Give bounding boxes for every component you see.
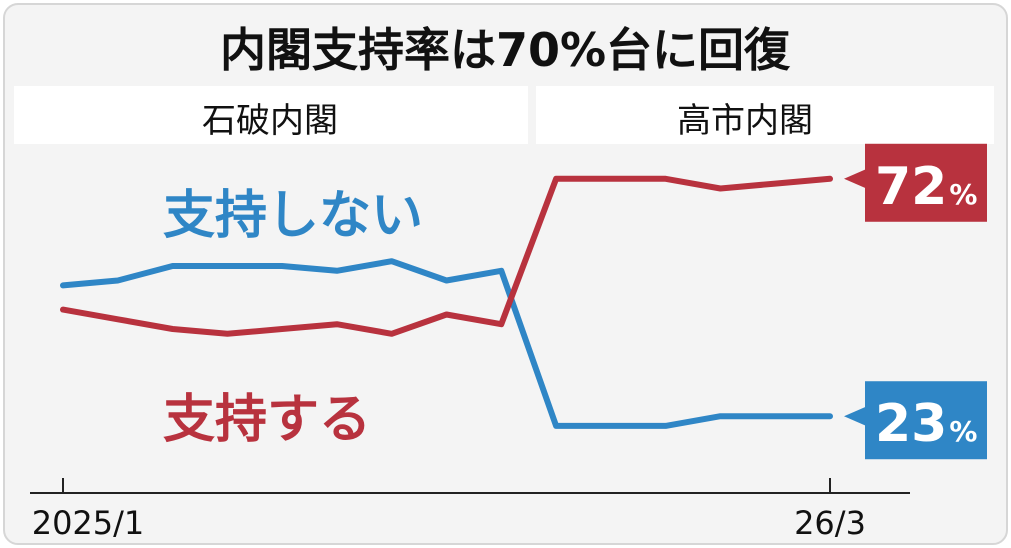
callout-value-oppose: 23%: [875, 394, 977, 454]
period-band-ishiba: [14, 86, 528, 144]
callout-box-oppose: [865, 381, 987, 460]
period-label-ishiba: 石破内閣: [202, 101, 338, 141]
series-line-oppose: [60, 258, 833, 429]
series-layer: [60, 175, 833, 429]
callout-value-support: 72%: [875, 157, 977, 217]
end-callout-support: 72%: [844, 143, 987, 222]
chart-title: 内閣支持率は70%台に回復: [220, 23, 791, 77]
series-line-support: [60, 175, 833, 337]
callout-pointer-oppose: [844, 406, 867, 427]
callout-box-support: [865, 143, 987, 222]
series-label-oppose: 支持しない: [163, 186, 423, 246]
end-callout-oppose: 23%: [844, 381, 987, 460]
end-callouts: 23% 72%: [844, 143, 987, 460]
period-label-takaichi: 高市内閣: [677, 101, 813, 141]
callout-pointer-support: [844, 168, 867, 189]
x-tick-label-start: 2025/1: [32, 504, 145, 542]
x-tick-label-end: 26/3: [794, 504, 866, 542]
period-band-takaichi: [536, 86, 994, 144]
series-label-support: 支持する: [163, 390, 371, 450]
